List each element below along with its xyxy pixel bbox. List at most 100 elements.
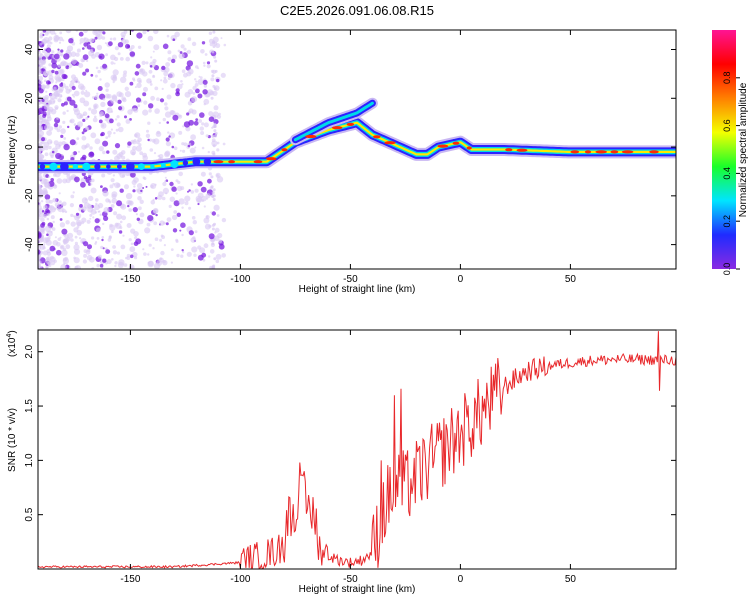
- noise-point: [109, 37, 113, 41]
- noise-point: [56, 128, 61, 133]
- noise-point: [89, 146, 93, 150]
- noise-point: [162, 117, 166, 122]
- noise-point: [70, 221, 76, 227]
- noise-point: [187, 190, 189, 193]
- noise-point: [58, 36, 64, 42]
- noise-point: [139, 68, 144, 73]
- noise-point: [120, 203, 127, 210]
- noise-point: [176, 185, 183, 192]
- noise-point: [50, 215, 55, 220]
- noise-point: [86, 45, 92, 50]
- noise-point: [213, 129, 217, 133]
- noise-point: [179, 149, 182, 152]
- x-tick-label: -50: [343, 274, 358, 285]
- noise-point: [121, 215, 127, 221]
- noise-point: [98, 53, 105, 60]
- noise-point: [158, 154, 164, 159]
- noise-point: [203, 98, 210, 105]
- noise-point: [177, 83, 183, 90]
- noise-point: [96, 237, 100, 240]
- noise-point: [101, 238, 104, 242]
- noise-point: [52, 197, 57, 203]
- noise-point: [221, 217, 227, 223]
- noise-point: [41, 119, 45, 123]
- noise-point: [61, 102, 65, 107]
- noise-point: [99, 213, 102, 216]
- noise-point: [139, 199, 144, 204]
- ridge-hotspot: [265, 157, 277, 161]
- noise-point: [61, 154, 64, 157]
- noise-point: [180, 44, 185, 49]
- noise-point: [55, 143, 61, 150]
- noise-point: [45, 198, 51, 204]
- noise-point: [49, 98, 56, 105]
- noise-point: [116, 122, 121, 127]
- noise-point: [164, 150, 171, 157]
- noise-point: [132, 189, 136, 193]
- noise-point: [172, 114, 179, 121]
- noise-point: [162, 260, 166, 264]
- noise-point: [39, 34, 43, 39]
- noise-point: [187, 37, 192, 42]
- noise-point: [161, 65, 166, 71]
- noise-point: [62, 111, 66, 115]
- noise-point: [184, 91, 191, 98]
- noise-point: [38, 183, 42, 190]
- noise-point: [53, 34, 60, 42]
- noise-point: [46, 212, 50, 217]
- noise-point: [162, 187, 169, 194]
- noise-point: [212, 266, 216, 269]
- noise-point: [95, 66, 99, 70]
- noise-point: [94, 74, 98, 78]
- noise-point: [103, 215, 109, 221]
- noise-point: [119, 188, 124, 193]
- noise-point: [186, 112, 190, 116]
- noise-point: [109, 224, 116, 231]
- figure-title: C2E5.2026.091.06.08.R15: [280, 3, 434, 18]
- noise-point: [129, 51, 136, 57]
- noise-point: [205, 193, 211, 199]
- noise-point: [145, 133, 151, 138]
- noise-point: [193, 120, 199, 126]
- ridge-blob: [94, 163, 101, 170]
- noise-scatter: [38, 30, 227, 269]
- noise-point: [179, 229, 182, 232]
- noise-point: [38, 256, 41, 261]
- ridge-hotspot: [305, 134, 317, 139]
- noise-point: [181, 83, 184, 86]
- noise-point: [60, 245, 64, 249]
- noise-point: [57, 48, 60, 51]
- noise-point: [38, 102, 41, 106]
- noise-point: [117, 42, 124, 48]
- noise-point: [120, 244, 126, 250]
- noise-point: [50, 30, 56, 35]
- noise-point: [194, 188, 199, 193]
- noise-point: [214, 59, 218, 63]
- noise-point: [192, 220, 197, 225]
- noise-point: [95, 198, 99, 202]
- noise-point: [199, 76, 203, 80]
- colorbar-tick-label: 0.4: [722, 167, 732, 180]
- noise-point: [171, 186, 177, 192]
- noise-point: [118, 126, 124, 133]
- noise-point: [101, 236, 105, 239]
- noise-point: [73, 104, 78, 109]
- noise-point: [83, 202, 91, 209]
- noise-point: [90, 183, 93, 186]
- ridge-blob: [106, 164, 111, 169]
- noise-point: [115, 99, 118, 103]
- noise-point: [94, 115, 97, 119]
- noise-point: [117, 99, 122, 105]
- noise-point: [134, 236, 138, 240]
- noise-point: [215, 253, 222, 260]
- noise-point: [132, 77, 135, 81]
- noise-point: [40, 200, 44, 203]
- ridge-hotspot: [621, 150, 634, 154]
- noise-point: [176, 253, 180, 258]
- noise-point: [216, 148, 220, 152]
- noise-point: [195, 80, 198, 83]
- noise-point: [182, 149, 186, 153]
- noise-point: [75, 212, 80, 216]
- noise-point: [65, 177, 71, 184]
- noise-point: [111, 193, 117, 199]
